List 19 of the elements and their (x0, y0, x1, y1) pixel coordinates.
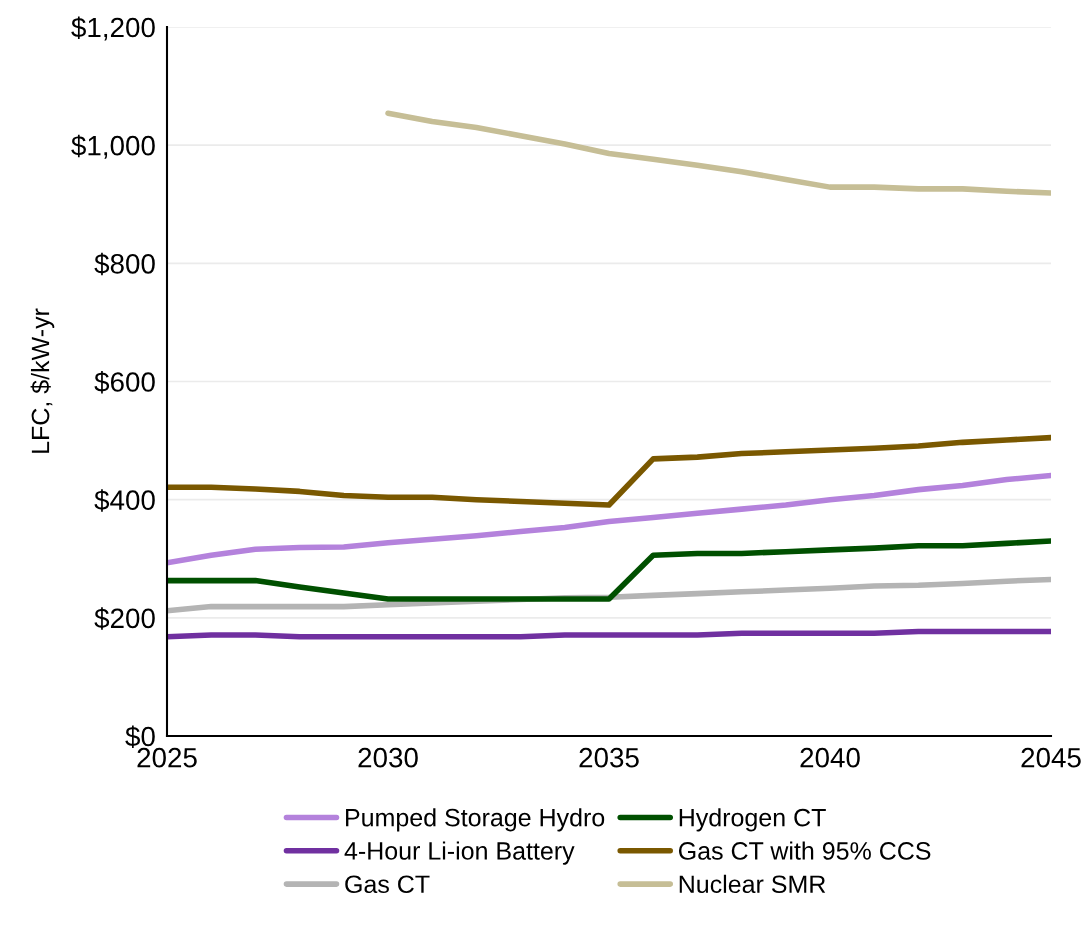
x-tick-label: 2035 (579, 747, 639, 768)
legend-label: Nuclear SMR (679, 874, 826, 894)
legend-label: Gas CT with 95% CCS (678, 841, 931, 860)
y-tick-label: $0 (125, 725, 155, 748)
y-tick-label: $1,000 (71, 134, 155, 159)
legend-label: 4-Hour Li-ion Battery (344, 841, 575, 865)
x-tick-label: 2025 (137, 747, 197, 768)
y-tick-label: $1,200 (71, 16, 155, 41)
x-tick-label: 2040 (800, 747, 860, 768)
y-axis-title: LFC, $/kW-yr (30, 308, 55, 453)
y-tick-label: $200 (94, 607, 155, 630)
y-tick-label: $600 (94, 371, 155, 394)
x-tick-label: 2045 (1021, 747, 1081, 768)
y-tick-label: $400 (94, 489, 155, 512)
y-tick-label: $800 (94, 252, 155, 276)
legend-label: Gas CT (345, 875, 430, 894)
x-tick-label: 2030 (358, 747, 418, 768)
legend-label: Pumped Storage Hydro (346, 808, 605, 832)
legend-label: Hydrogen CT (679, 808, 826, 832)
